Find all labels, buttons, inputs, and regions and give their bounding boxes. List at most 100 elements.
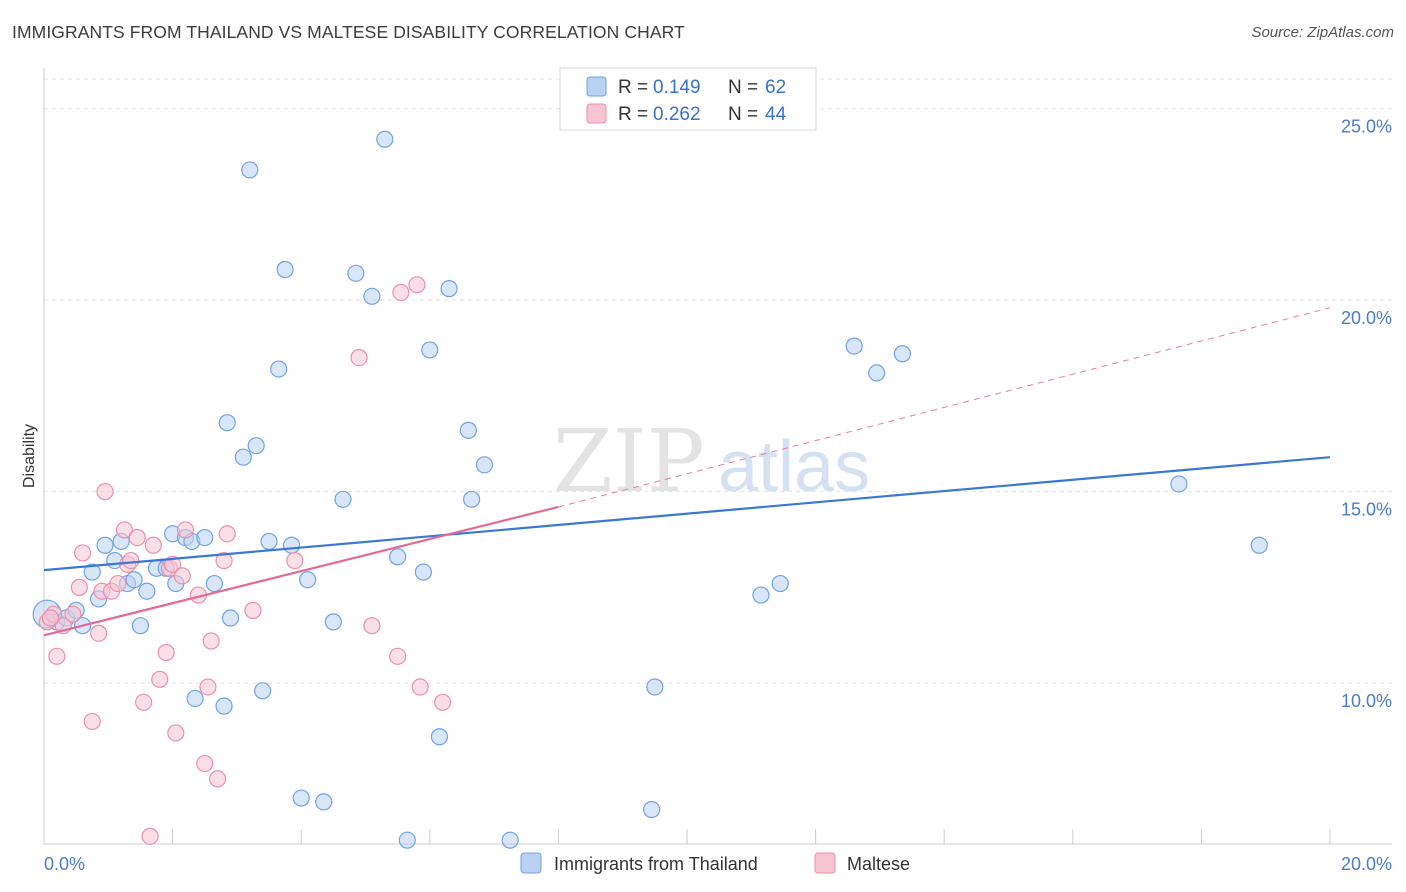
maltese-point xyxy=(286,551,304,570)
y-tick-labels: 10.0% 15.0% 20.0% 25.0% xyxy=(1341,117,1392,712)
maltese-point xyxy=(122,551,140,570)
thailand-point xyxy=(421,341,439,359)
y-tick-label: 10.0% xyxy=(1341,691,1392,711)
thailand-point xyxy=(276,260,294,279)
bottom-legend-label-thailand: Immigrants from Thailand xyxy=(554,854,758,874)
maltese-point xyxy=(218,525,236,543)
thailand-point xyxy=(430,728,449,746)
maltese-point xyxy=(151,670,169,688)
maltese-point xyxy=(408,276,426,294)
maltese-point xyxy=(90,624,108,642)
thailand-point xyxy=(221,609,240,627)
bottom-legend-swatch-thailand xyxy=(520,852,542,874)
maltese-trend-line xyxy=(43,505,559,637)
thailand-point xyxy=(241,161,259,179)
maltese-point xyxy=(64,605,82,623)
maltese-point xyxy=(70,578,88,596)
thailand-point xyxy=(646,678,664,696)
maltese-point xyxy=(411,678,429,696)
thailand-point xyxy=(398,831,416,849)
thailand-point xyxy=(1170,475,1188,493)
series-maltese xyxy=(38,276,452,845)
legend-n-value-maltese: 44 xyxy=(765,104,787,125)
y-tick-label: 15.0% xyxy=(1341,500,1392,520)
thailand-point xyxy=(186,689,204,708)
maltese-point xyxy=(164,555,182,574)
thailand-point xyxy=(440,280,458,298)
legend-n-value-thailand: 62 xyxy=(765,77,786,98)
thailand-point xyxy=(282,536,301,554)
thailand-point xyxy=(752,586,770,604)
thailand-point xyxy=(414,563,432,581)
legend-box: R = 0.149 N = 62 R = 0.262 N = 44 xyxy=(559,67,817,131)
maltese-point xyxy=(196,754,214,773)
x-tick-label-max: 20.0% xyxy=(1341,854,1392,874)
thailand-point xyxy=(893,345,912,363)
legend-n-label-thailand: N = xyxy=(728,77,758,98)
maltese-point xyxy=(48,647,66,665)
legend-r-value-maltese: 0.262 xyxy=(653,104,701,125)
thailand-point xyxy=(270,360,288,378)
maltese-point xyxy=(202,632,220,650)
maltese-point xyxy=(41,609,60,627)
maltese-point xyxy=(73,544,92,562)
watermark-zip: ZIP xyxy=(553,412,705,512)
maltese-point xyxy=(157,643,175,662)
thailand-point xyxy=(845,337,863,355)
legend-swatch-thailand xyxy=(586,76,607,97)
thailand-point xyxy=(389,548,407,566)
thailand-point xyxy=(215,697,233,715)
thailand-point xyxy=(218,414,236,432)
thailand-trend-line xyxy=(43,456,1331,572)
maltese-point xyxy=(434,693,452,711)
x-ticks xyxy=(43,829,1331,844)
maltese-point xyxy=(389,647,407,665)
maltese-point xyxy=(128,528,146,547)
thailand-point xyxy=(363,287,381,305)
legend-r-label-maltese: R = xyxy=(618,104,648,125)
thailand-point xyxy=(196,528,214,547)
thailand-point xyxy=(254,682,272,700)
thailand-point xyxy=(459,421,477,439)
thailand-point xyxy=(324,613,342,631)
thailand-point xyxy=(462,490,481,508)
maltese-point xyxy=(244,601,262,619)
maltese-point xyxy=(144,536,162,554)
thailand-point xyxy=(299,571,317,589)
maltese-point xyxy=(96,483,114,501)
maltese-point xyxy=(115,521,133,539)
thailand-point xyxy=(83,563,101,581)
y-tick-label: 25.0% xyxy=(1341,117,1392,137)
maltese-point xyxy=(350,348,368,367)
thailand-point xyxy=(334,490,352,508)
maltese-point xyxy=(135,693,153,711)
watermark-atlas: atlas xyxy=(718,427,870,507)
bottom-legend-swatch-maltese xyxy=(814,852,836,874)
chart-title: IMMIGRANTS FROM THAILAND VS MALTESE DISA… xyxy=(12,22,685,42)
x-tick-label-min: 0.0% xyxy=(44,854,85,874)
thailand-point xyxy=(1250,536,1268,554)
thailand-point xyxy=(131,617,150,635)
maltese-point xyxy=(199,678,217,696)
maltese-point xyxy=(167,724,185,742)
thailand-point xyxy=(260,532,278,551)
thailand-point xyxy=(868,364,886,382)
maltese-trend-extension xyxy=(558,307,1331,508)
y-tick-label: 20.0% xyxy=(1341,308,1392,328)
maltese-point xyxy=(209,770,227,788)
thailand-point xyxy=(501,831,519,849)
thailand-point xyxy=(205,574,223,593)
thailand-point xyxy=(347,264,365,282)
legend-r-value-thailand: 0.149 xyxy=(653,77,701,98)
thailand-point xyxy=(475,456,494,474)
thailand-point xyxy=(292,789,310,807)
thailand-point xyxy=(643,800,661,819)
thailand-point xyxy=(315,793,333,811)
thailand-point xyxy=(771,574,789,593)
legend-r-label-thailand: R = xyxy=(618,77,648,98)
thailand-point xyxy=(125,571,143,589)
source-credit: Source: ZipAtlas.com xyxy=(1251,24,1394,41)
maltese-point xyxy=(215,551,233,570)
y-axis-title: Disability xyxy=(21,424,38,488)
